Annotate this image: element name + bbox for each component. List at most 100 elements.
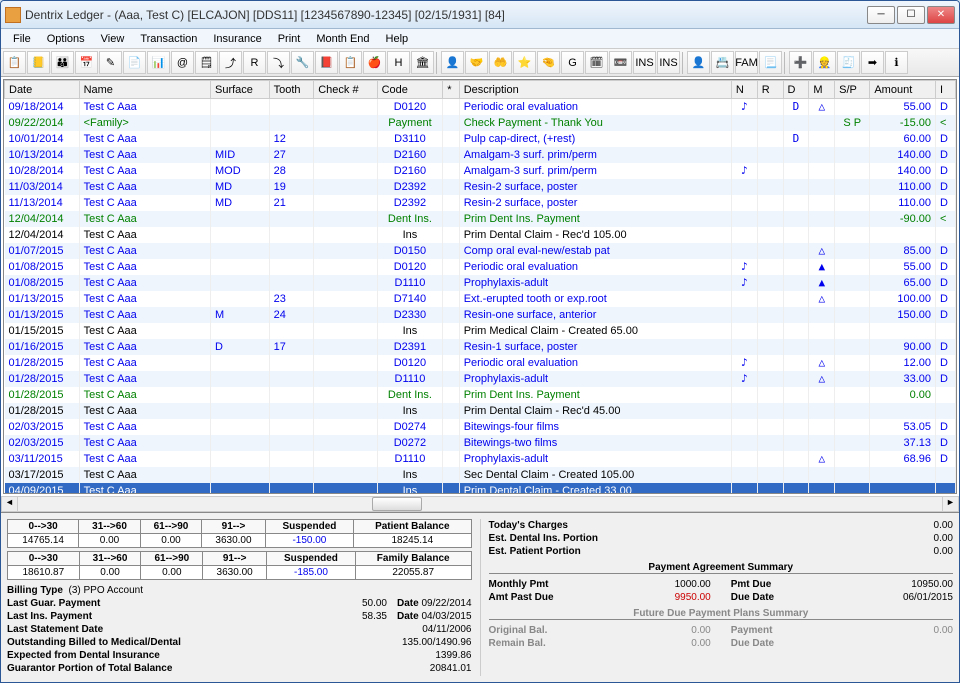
table-row[interactable]: 11/03/2014Test C AaaMD19D2392Resin-2 sur…: [5, 179, 956, 195]
menu-help[interactable]: Help: [378, 31, 417, 47]
toolbar-button-5[interactable]: 📄: [123, 51, 146, 74]
toolbar-button-15[interactable]: 🍎: [363, 51, 386, 74]
toolbar-button-37[interactable]: 🧾: [837, 51, 860, 74]
horizontal-scrollbar[interactable]: ◄ ►: [1, 496, 959, 512]
table-row[interactable]: 12/04/2014Test C AaaInsPrim Dental Claim…: [5, 227, 956, 243]
toolbar-button-27[interactable]: INS: [633, 51, 656, 74]
table-row[interactable]: 02/03/2015Test C AaaD0274Bitewings-four …: [5, 419, 956, 435]
table-row[interactable]: 09/18/2014Test C AaaD0120Periodic oral e…: [5, 99, 956, 115]
maximize-button[interactable]: ☐: [897, 6, 925, 24]
ledger-grid[interactable]: DateNameSurfaceToothCheck #Code*Descript…: [4, 80, 956, 494]
menu-print[interactable]: Print: [270, 31, 309, 47]
toolbar-button-24[interactable]: G: [561, 51, 584, 74]
billing-row: Last Statement Date 04/11/2006: [7, 623, 472, 636]
table-row[interactable]: 01/08/2015Test C AaaD0120Periodic oral e…: [5, 259, 956, 275]
table-row[interactable]: 01/15/2015Test C AaaInsPrim Medical Clai…: [5, 323, 956, 339]
table-row[interactable]: 01/28/2015Test C AaaDent Ins.Prim Dent I…: [5, 387, 956, 403]
column-header-check-[interactable]: Check #: [314, 81, 377, 99]
toolbar-button-26[interactable]: 📼: [609, 51, 632, 74]
column-header-date[interactable]: Date: [5, 81, 80, 99]
column-header-tooth[interactable]: Tooth: [269, 81, 314, 99]
table-row[interactable]: 01/28/2015Test C AaaD1110Prophylaxis-adu…: [5, 371, 956, 387]
toolbar-button-19[interactable]: 👤: [441, 51, 464, 74]
column-header-name[interactable]: Name: [79, 81, 210, 99]
column-header-n[interactable]: N: [731, 81, 757, 99]
toolbar-button-12[interactable]: 🔧: [291, 51, 314, 74]
toolbar-button-35[interactable]: ➕: [789, 51, 812, 74]
toolbar-button-33[interactable]: 📃: [759, 51, 782, 74]
table-row[interactable]: 09/22/2014<Family>PaymentCheck Payment -…: [5, 115, 956, 131]
ledger-grid-container[interactable]: DateNameSurfaceToothCheck #Code*Descript…: [3, 79, 957, 494]
column-header-code[interactable]: Code: [377, 81, 443, 99]
scroll-left-icon[interactable]: ◄: [2, 497, 18, 511]
toolbar-button-1[interactable]: 📒: [27, 51, 50, 74]
menu-view[interactable]: View: [93, 31, 133, 47]
toolbar-button-22[interactable]: ⭐: [513, 51, 536, 74]
toolbar-button-2[interactable]: 👪: [51, 51, 74, 74]
toolbar-button-25[interactable]: 🗓: [585, 51, 608, 74]
column-header-r[interactable]: R: [757, 81, 783, 99]
toolbar-button-23[interactable]: 🤏: [537, 51, 560, 74]
toolbar-button-36[interactable]: 👷: [813, 51, 836, 74]
toolbar-button-13[interactable]: 📕: [315, 51, 338, 74]
toolbar-button-10[interactable]: R: [243, 51, 266, 74]
menu-file[interactable]: File: [5, 31, 39, 47]
table-row[interactable]: 10/28/2014Test C AaaMOD28D2160Amalgam-3 …: [5, 163, 956, 179]
table-row[interactable]: 02/03/2015Test C AaaD0272Bitewings-two f…: [5, 435, 956, 451]
column-header-description[interactable]: Description: [459, 81, 731, 99]
toolbar-button-4[interactable]: ✎: [99, 51, 122, 74]
table-row[interactable]: 11/13/2014Test C AaaMD21D2392Resin-2 sur…: [5, 195, 956, 211]
billing-info: Billing Type (3) PPO Account Last Guar. …: [7, 584, 472, 675]
toolbar-button-39[interactable]: ℹ: [885, 51, 908, 74]
toolbar-button-8[interactable]: 🗒: [195, 51, 218, 74]
menu-insurance[interactable]: Insurance: [205, 31, 269, 47]
table-row[interactable]: 04/09/2015Test C AaaInsPrim Dental Claim…: [5, 483, 956, 495]
table-row[interactable]: 03/17/2015Test C AaaInsSec Dental Claim …: [5, 467, 956, 483]
billing-row: Outstanding Billed to Medical/Dental 135…: [7, 636, 472, 649]
table-row[interactable]: 03/11/2015Test C AaaD1110Prophylaxis-adu…: [5, 451, 956, 467]
toolbar-button-9[interactable]: ⤴: [219, 51, 242, 74]
table-row[interactable]: 01/08/2015Test C AaaD1110Prophylaxis-adu…: [5, 275, 956, 291]
column-header-amount[interactable]: Amount: [870, 81, 936, 99]
table-row[interactable]: 12/04/2014Test C AaaDent Ins.Prim Dent I…: [5, 211, 956, 227]
scroll-right-icon[interactable]: ►: [942, 497, 958, 511]
toolbar-button-21[interactable]: 🤲: [489, 51, 512, 74]
table-row[interactable]: 01/28/2015Test C AaaInsPrim Dental Claim…: [5, 403, 956, 419]
table-row[interactable]: 01/28/2015Test C AaaD0120Periodic oral e…: [5, 355, 956, 371]
toolbar-button-16[interactable]: H: [387, 51, 410, 74]
table-row[interactable]: 10/01/2014Test C Aaa12D3110Pulp cap-dire…: [5, 131, 956, 147]
column-header-s-p[interactable]: S/P: [835, 81, 870, 99]
column-header-m[interactable]: M: [809, 81, 835, 99]
column-header-d[interactable]: D: [783, 81, 809, 99]
table-row[interactable]: 01/16/2015Test C AaaD17D2391Resin-1 surf…: [5, 339, 956, 355]
menu-transaction[interactable]: Transaction: [132, 31, 205, 47]
column-header-surface[interactable]: Surface: [210, 81, 269, 99]
table-row[interactable]: 01/07/2015Test C AaaD0150Comp oral eval-…: [5, 243, 956, 259]
toolbar-button-17[interactable]: 🏛: [411, 51, 434, 74]
table-row[interactable]: 01/13/2015Test C AaaM24D2330Resin-one su…: [5, 307, 956, 323]
toolbar-button-3[interactable]: 📅: [75, 51, 98, 74]
table-row[interactable]: 01/13/2015Test C Aaa23D7140Ext.-erupted …: [5, 291, 956, 307]
column-header-i[interactable]: I: [936, 81, 956, 99]
toolbar-button-7[interactable]: @: [171, 51, 194, 74]
menu-options[interactable]: Options: [39, 31, 93, 47]
column-header--[interactable]: *: [443, 81, 459, 99]
payment-agreement-heading: Payment Agreement Summary: [489, 562, 954, 574]
toolbar-button-20[interactable]: 🤝: [465, 51, 488, 74]
toolbar-button-14[interactable]: 📋: [339, 51, 362, 74]
toolbar-button-38[interactable]: ➡: [861, 51, 884, 74]
toolbar-button-31[interactable]: 📇: [711, 51, 734, 74]
close-button[interactable]: ✕: [927, 6, 955, 24]
menu-month-end[interactable]: Month End: [308, 31, 377, 47]
toolbar-button-6[interactable]: 📊: [147, 51, 170, 74]
toolbar-button-30[interactable]: 👤: [687, 51, 710, 74]
scroll-thumb[interactable]: [372, 497, 422, 511]
payment-agreement-row: Monthly Pmt1000.00Pmt Due10950.00: [489, 578, 954, 591]
toolbar-button-32[interactable]: FAM: [735, 51, 758, 74]
toolbar-button-11[interactable]: ⤵: [267, 51, 290, 74]
toolbar-button-28[interactable]: INS: [657, 51, 680, 74]
minimize-button[interactable]: ─: [867, 6, 895, 24]
toolbar-button-0[interactable]: 📋: [3, 51, 26, 74]
billing-row: Guarantor Portion of Total Balance 20841…: [7, 662, 472, 675]
table-row[interactable]: 10/13/2014Test C AaaMID27D2160Amalgam-3 …: [5, 147, 956, 163]
